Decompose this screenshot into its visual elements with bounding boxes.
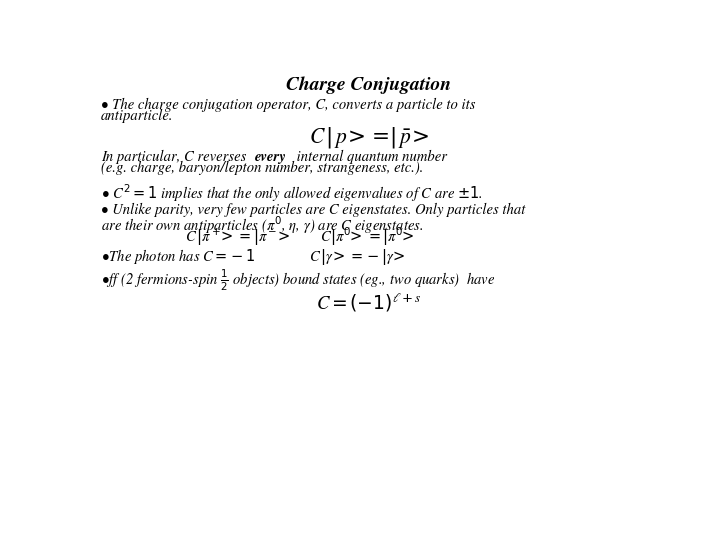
Text: $C\,|\pi^+\!\!> \,= |\pi^-\!\!>$        $C|\pi^0\!\!> \,= |\pi^0\!\!>$: $C\,|\pi^+\!\!> \,= |\pi^-\!\!>$ $C|\pi^… xyxy=(185,225,414,247)
Text: • $C^2 = 1$ implies that the only allowed eigenvalues of C are $\pm1$.: • $C^2 = 1$ implies that the only allowe… xyxy=(101,182,483,203)
Text: every: every xyxy=(255,150,287,164)
Text: •$ff$ (2 fermions-spin $\frac{1}{2}$ objects) bound states (eg., two quarks)  ha: •$ff$ (2 fermions-spin $\frac{1}{2}$ obj… xyxy=(101,268,495,293)
Text: $C = (-1)^{\ell+s}$: $C = (-1)^{\ell+s}$ xyxy=(316,292,422,314)
Text: • Unlike parity, very few particles are C eigenstates. Only particles that: • Unlike parity, very few particles are … xyxy=(101,203,526,217)
Text: Charge Conjugation: Charge Conjugation xyxy=(287,77,451,94)
Text: • The charge conjugation operator, C, converts a particle to its: • The charge conjugation operator, C, co… xyxy=(101,98,476,112)
Text: internal quantum number: internal quantum number xyxy=(292,150,446,164)
Text: are their own antiparticles ($\pi^0$, $\eta$, $\gamma$) are C eigenstates.: are their own antiparticles ($\pi^0$, $\… xyxy=(101,214,423,235)
Text: •The photon has $C = -1$               $C\,|\gamma\!> \,= -|\gamma\!>$: •The photon has $C = -1$ $C\,|\gamma\!> … xyxy=(101,247,405,267)
Text: antiparticle.: antiparticle. xyxy=(101,109,174,124)
Text: (e.g. charge, baryon/lepton number, strangeness, etc.).: (e.g. charge, baryon/lepton number, stra… xyxy=(101,161,423,176)
Text: $C\,|\,p\!>=\!|\,\bar{p}\!>$: $C\,|\,p\!>=\!|\,\bar{p}\!>$ xyxy=(309,125,429,150)
Text: In particular, C reverses: In particular, C reverses xyxy=(101,150,250,164)
